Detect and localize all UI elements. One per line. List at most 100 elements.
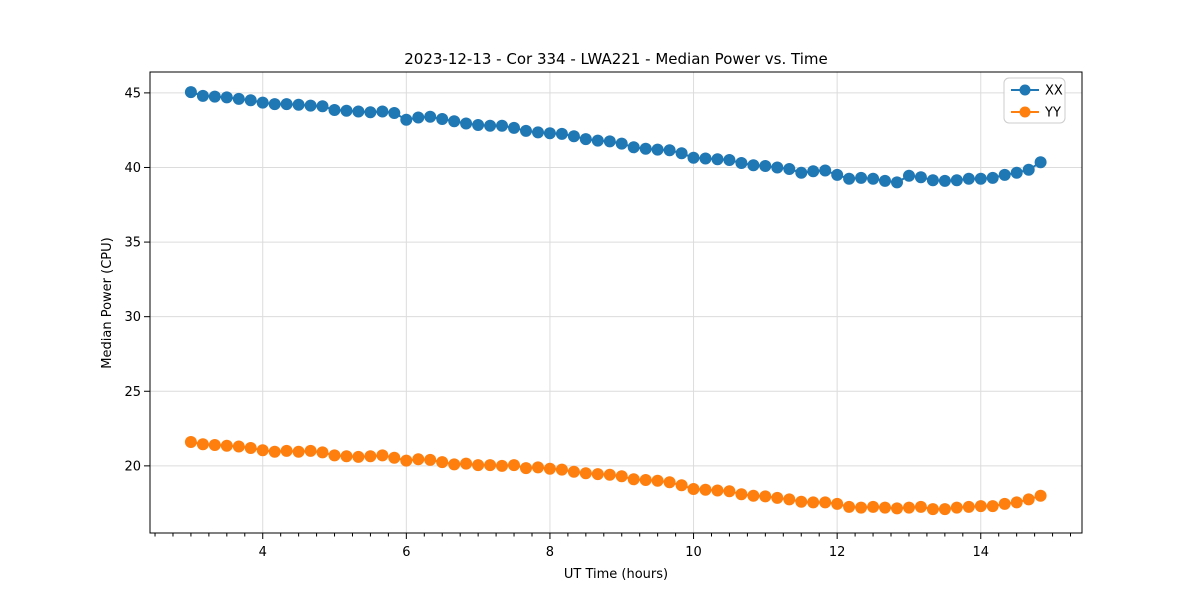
data-point-yy [675,479,688,492]
data-point-yy [986,500,999,513]
data-point-yy [268,445,281,458]
data-point-xx [496,119,508,132]
data-point-yy [555,463,568,476]
data-point-yy [735,488,748,501]
data-point-xx [855,171,868,184]
data-point-xx [914,171,927,184]
data-point-yy [472,459,485,472]
data-point-xx [759,160,772,172]
data-point-yy [603,468,616,481]
data-point-yy [532,461,544,474]
data-point-xx [627,141,640,154]
data-point-yy [639,474,652,486]
data-point-yy [914,500,927,513]
data-point-yy [196,438,209,451]
data-point-xx [615,137,628,150]
data-point-yy [484,459,497,472]
data-point-xx [591,134,604,147]
data-point-yy [328,449,341,462]
axis-layer: 4 6 8 10 12 14 20 25 30 35 40 45 [124,71,1083,560]
data-point-yy [388,451,401,464]
data-point-yy [508,459,520,472]
data-point-xx [675,147,688,160]
data-point-yy [376,449,389,462]
data-point-xx [436,113,449,125]
data-point-xx [747,159,760,172]
data-point-xx [472,119,485,131]
data-point-xx [220,91,233,104]
data-point-xx [711,153,724,166]
data-point-xx [938,174,951,187]
x-tick-label: 14 [972,545,989,560]
grid-layer [150,72,1082,533]
data-point-xx [771,161,784,174]
y-tick-label: 35 [124,236,141,251]
data-point-xx [244,94,257,107]
data-point-xx [699,152,712,165]
data-point-yy [1010,496,1023,509]
data-point-yy [244,442,257,454]
data-point-yy [1034,489,1047,502]
y-tick-label: 30 [124,310,141,325]
y-tick-label: 45 [124,86,141,101]
data-point-xx [376,105,389,118]
data-point-yy [304,444,317,457]
data-point-xx [555,127,568,140]
data-point-xx [508,121,520,134]
data-point-yy [938,503,951,516]
legend-label-xx: XX [1045,84,1063,99]
data-point-yy [711,484,724,497]
data-point-yy [783,493,796,506]
data-point-yy [795,495,808,508]
data-point-xx [663,144,676,157]
data-point-xx [998,168,1011,181]
data-point-xx [448,115,461,128]
data-point-yy [340,450,353,463]
data-point-yy [615,470,628,483]
data-point-yy [855,501,868,514]
legend-marker-yy [1019,106,1031,118]
data-point-xx [867,172,880,185]
data-point-xx [352,105,365,118]
data-point-xx [795,166,808,179]
data-point-xx [639,142,652,155]
data-point-yy [184,436,197,448]
data-point-yy [651,474,664,487]
data-point-yy [759,490,772,503]
data-point-yy [819,496,832,509]
data-point-xx [532,126,544,139]
y-tick-label: 20 [124,459,141,474]
data-point-xx [364,106,377,119]
data-point-xx [603,135,616,148]
data-point-yy [280,444,293,457]
data-point-xx [567,130,580,143]
data-point-xx [819,164,832,177]
data-point-yy [364,450,377,463]
data-point-xx [316,100,329,113]
data-point-xx [723,154,736,166]
data-point-xx [304,99,317,112]
data-point-xx [280,98,293,111]
data-point-yy [256,444,269,457]
data-point-yy [723,485,736,498]
data-point-xx [424,110,437,123]
data-point-xx [400,113,413,126]
y-tick-label: 40 [124,161,141,176]
data-point-yy [879,501,891,514]
data-point-yy [292,445,305,458]
data-point-yy [747,489,760,502]
data-point-yy [496,459,508,472]
data-point-xx [974,172,987,185]
data-point-yy [998,497,1011,510]
data-point-yy [950,501,963,514]
data-point-xx [926,174,939,187]
data-point-yy [663,476,676,489]
data-point-xx [986,171,999,184]
data-point-xx [268,98,281,111]
data-point-yy [771,491,784,504]
data-point-xx [903,169,915,182]
data-point-xx [831,168,844,181]
data-point-xx [1010,166,1023,179]
y-axis-label: Median Power (CPU) [100,237,115,368]
